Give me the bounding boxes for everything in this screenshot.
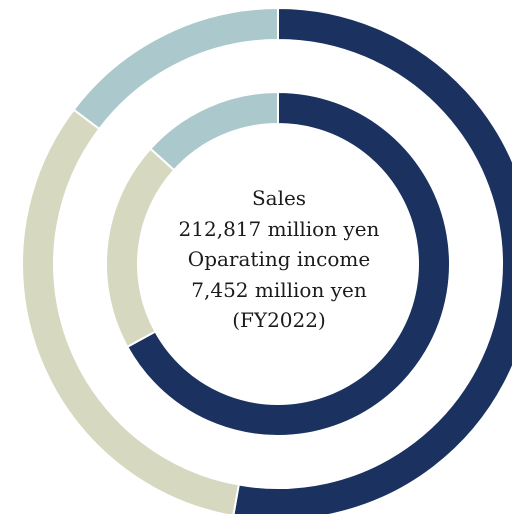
inner-ring-segment-1 (125, 90, 451, 437)
outer-ring (21, 6, 512, 514)
outer-ring-segment-1 (232, 6, 512, 514)
center-label-income-value: 7,452 million yen (191, 277, 367, 302)
center-label-income-title: Oparating income (187, 247, 371, 271)
inner-ring (105, 90, 451, 437)
center-label-sales-title: Sales (251, 186, 307, 210)
inner-ring-segment-3 (149, 90, 279, 172)
center-label-sales-value: 212,817 million yen (178, 216, 380, 241)
center-label: Sales 212,817 million yen Oparating inco… (128, 183, 430, 336)
outer-ring-segment-3 (72, 6, 279, 131)
center-label-fiscal-year: (FY2022) (232, 308, 326, 332)
